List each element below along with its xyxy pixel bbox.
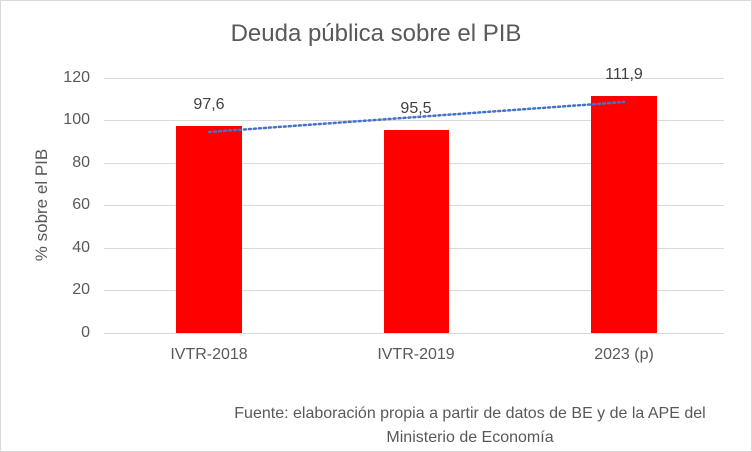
source-line-2: Ministerio de Economía [386,429,554,446]
gridline-100 [104,120,724,121]
y-tick-120: 120 [63,69,90,86]
x-axis-baseline [104,333,724,334]
data-label-ivtr-2019: 95,5 [400,100,432,117]
chart-title: Deuda pública sobre el PIB [230,20,522,47]
x-tick-ivtr-2018: IVTR-2018 [170,346,248,363]
bar-ivtr-2018 [176,126,242,333]
bar-ivtr-2019 [384,130,449,333]
gridline-120 [104,78,724,79]
y-tick-80: 80 [72,154,90,171]
data-label-2023p: 111,9 [605,66,643,83]
source-note: Fuente: elaboración propia a partir de d… [160,402,752,450]
y-tick-40: 40 [72,239,90,256]
y-tick-20: 20 [72,281,90,298]
x-tick-2023p: 2023 (p) [594,346,654,363]
bar-2023p [591,96,657,333]
x-tick-ivtr-2019: IVTR-2019 [377,346,455,363]
y-tick-100: 100 [63,111,90,128]
y-tick-0: 0 [81,324,90,341]
data-label-ivtr-2018: 97,6 [193,96,225,113]
y-tick-60: 60 [72,196,90,213]
source-line-1: Fuente: elaboración propia a partir de d… [234,405,706,422]
